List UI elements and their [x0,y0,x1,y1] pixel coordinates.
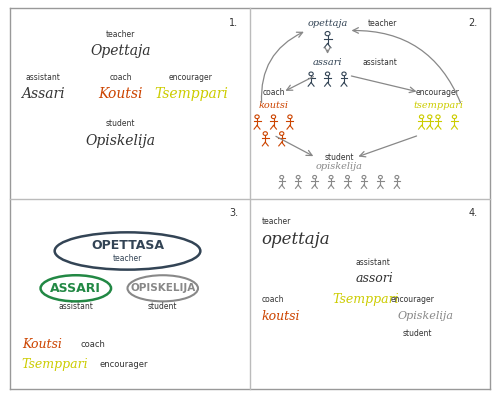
Text: student: student [106,119,135,128]
Text: opiskelija: opiskelija [316,162,363,171]
Text: coach: coach [262,295,284,304]
Text: Tsemppari: Tsemppari [332,293,399,306]
Text: 1.: 1. [229,17,238,27]
Text: Koutsi: Koutsi [98,87,142,101]
Text: Opiskelija: Opiskelija [86,134,156,148]
Text: Tsemppari: Tsemppari [22,358,88,371]
Text: ASSARI: ASSARI [50,282,101,295]
Text: 4.: 4. [469,208,478,218]
Text: assistant: assistant [58,303,93,312]
Text: 2.: 2. [468,17,478,27]
Text: encourager: encourager [416,88,460,96]
Text: coach: coach [262,88,285,96]
Text: Opettaja: Opettaja [90,44,150,58]
Text: Assari: Assari [21,87,64,101]
Text: OPISKELIJA: OPISKELIJA [130,283,196,293]
Text: OPETTASA: OPETTASA [91,239,164,252]
Text: coach: coach [109,73,132,82]
Text: koutsi: koutsi [262,310,300,323]
Text: Koutsi: Koutsi [22,338,62,351]
Text: student: student [148,303,178,312]
Text: Tsemppari: Tsemppari [154,87,228,101]
Text: koutsi: koutsi [258,101,288,110]
Text: assori: assori [356,272,394,285]
Text: opettaja: opettaja [308,19,348,28]
Text: coach: coach [80,340,106,349]
Text: assistant: assistant [363,58,398,67]
Text: assistant: assistant [26,73,60,82]
Text: teacher: teacher [262,217,291,225]
Text: student: student [403,329,432,337]
Text: assari: assari [313,58,342,67]
Text: tsemppari: tsemppari [413,101,463,110]
Text: teacher: teacher [368,19,397,28]
Text: assistant: assistant [356,258,390,267]
Text: Opiskelija: Opiskelija [398,311,454,321]
Text: student: student [324,153,354,162]
Text: teacher: teacher [113,254,142,263]
Text: teacher: teacher [106,30,135,39]
Text: encourager: encourager [169,73,213,82]
Text: opettaja: opettaja [262,231,330,248]
Text: 3.: 3. [229,208,238,218]
Text: encourager: encourager [100,360,148,369]
Text: encourager: encourager [391,295,435,304]
